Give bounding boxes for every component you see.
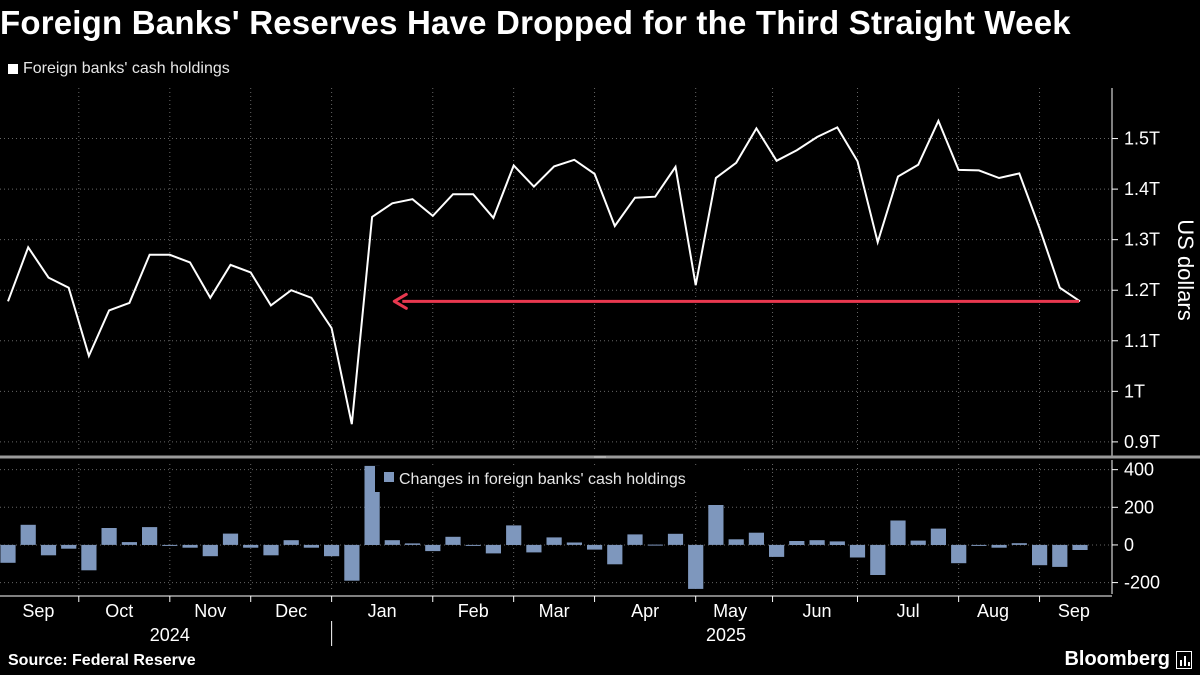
x-month-label: Oct: [105, 601, 133, 621]
change-bar: [404, 543, 421, 545]
change-bar: [930, 528, 946, 545]
line-legend: Foreign banks' cash holdings: [8, 60, 230, 78]
change-bar: [546, 537, 562, 545]
change-bar: [910, 540, 926, 545]
change-bar: [748, 532, 764, 545]
change-bar: [991, 544, 1007, 548]
change-bar: [202, 544, 218, 557]
chart-title: Foreign Banks' Reserves Have Dropped for…: [0, 4, 1071, 41]
change-bar: [1011, 543, 1027, 545]
change-bar: [870, 544, 886, 575]
x-year-label: 2025: [706, 625, 746, 645]
change-bar: [344, 544, 360, 581]
x-month-label: Mar: [539, 601, 570, 621]
change-bar: [607, 544, 623, 565]
top-ytick-label: 1.4T: [1124, 179, 1160, 199]
bar-legend-box: [375, 466, 743, 492]
change-bar: [121, 542, 137, 545]
change-bar: [0, 544, 16, 563]
change-bar: [1032, 544, 1048, 566]
x-month-label: Jun: [803, 601, 832, 621]
change-bar: [849, 544, 866, 558]
bottom-ytick-label: 200: [1124, 497, 1154, 517]
bottom-ytick-label: 0: [1124, 535, 1134, 555]
change-bar: [951, 544, 967, 564]
change-bar: [809, 540, 825, 545]
change-bar: [243, 544, 259, 548]
red-arrow-head: [392, 292, 408, 310]
bloomberg-logo: Bloomberg: [1064, 648, 1192, 671]
change-bar: [829, 541, 845, 545]
change-bar: [465, 544, 481, 546]
brand-name: Bloomberg: [1064, 648, 1170, 670]
top-ytick-label: 1.5T: [1124, 129, 1160, 149]
change-bar: [142, 527, 158, 545]
change-bar: [728, 539, 744, 545]
change-bar: [1072, 544, 1088, 550]
bottom-ytick-label: -200: [1124, 573, 1160, 593]
x-month-label: Sep: [1058, 601, 1090, 621]
x-month-label: Sep: [22, 601, 54, 621]
top-ytick-label: 1.3T: [1124, 230, 1160, 250]
cash-holdings-line: [7, 118, 1081, 425]
change-bar: [162, 544, 178, 546]
top-ytick-label: 1T: [1124, 381, 1145, 401]
top-y-axis-label: US dollars: [1173, 219, 1198, 320]
top-ytick-label: 1.1T: [1124, 331, 1160, 351]
change-bar: [222, 533, 239, 545]
change-bar: [971, 544, 987, 546]
change-bar: [890, 520, 906, 545]
line-legend-swatch: [8, 64, 18, 74]
change-bar: [283, 540, 299, 545]
x-month-label: May: [713, 601, 747, 621]
bloomberg-logo-icon: [1176, 650, 1192, 669]
source-note: Source: Federal Reserve: [8, 652, 196, 669]
change-bar: [708, 505, 724, 545]
change-bar: [303, 544, 319, 548]
change-bar: [587, 544, 603, 550]
change-bar: [425, 544, 441, 552]
change-bar: [566, 542, 582, 545]
x-month-label: Nov: [194, 601, 226, 621]
bottom-ytick-label: 400: [1124, 460, 1154, 480]
change-bar: [445, 536, 461, 545]
bar-legend-label: Changes in foreign banks' cash holdings: [399, 471, 686, 488]
change-bar: [647, 544, 663, 546]
bar-legend-swatch: [384, 472, 394, 482]
change-bar: [1052, 544, 1068, 567]
change-bar: [61, 544, 77, 549]
x-month-label: Jul: [897, 601, 920, 621]
change-bar: [40, 544, 57, 556]
x-year-label: 2024: [150, 625, 190, 645]
change-bar: [81, 544, 97, 571]
change-bar: [526, 544, 542, 553]
top-ytick-label: 1.2T: [1124, 280, 1160, 300]
x-month-label: Apr: [631, 601, 659, 621]
top-ytick-label: 0.9T: [1124, 432, 1160, 452]
line-legend-label: Foreign banks' cash holdings: [23, 60, 230, 77]
change-bar: [384, 540, 400, 545]
change-bar: [769, 544, 785, 557]
change-bar: [688, 544, 704, 589]
change-bar: [485, 544, 501, 554]
x-month-label: Jan: [368, 601, 397, 621]
x-month-label: Feb: [458, 601, 489, 621]
change-bar: [627, 534, 643, 545]
change-bar: [324, 544, 340, 557]
change-bar: [667, 533, 684, 545]
change-bar: [506, 525, 522, 545]
change-bar: [20, 524, 36, 545]
change-bar: [182, 544, 198, 548]
change-bar: [789, 541, 805, 545]
change-bar: [101, 528, 117, 545]
x-month-label: Dec: [275, 601, 307, 621]
x-month-label: Aug: [977, 601, 1009, 621]
change-bar: [263, 544, 279, 556]
